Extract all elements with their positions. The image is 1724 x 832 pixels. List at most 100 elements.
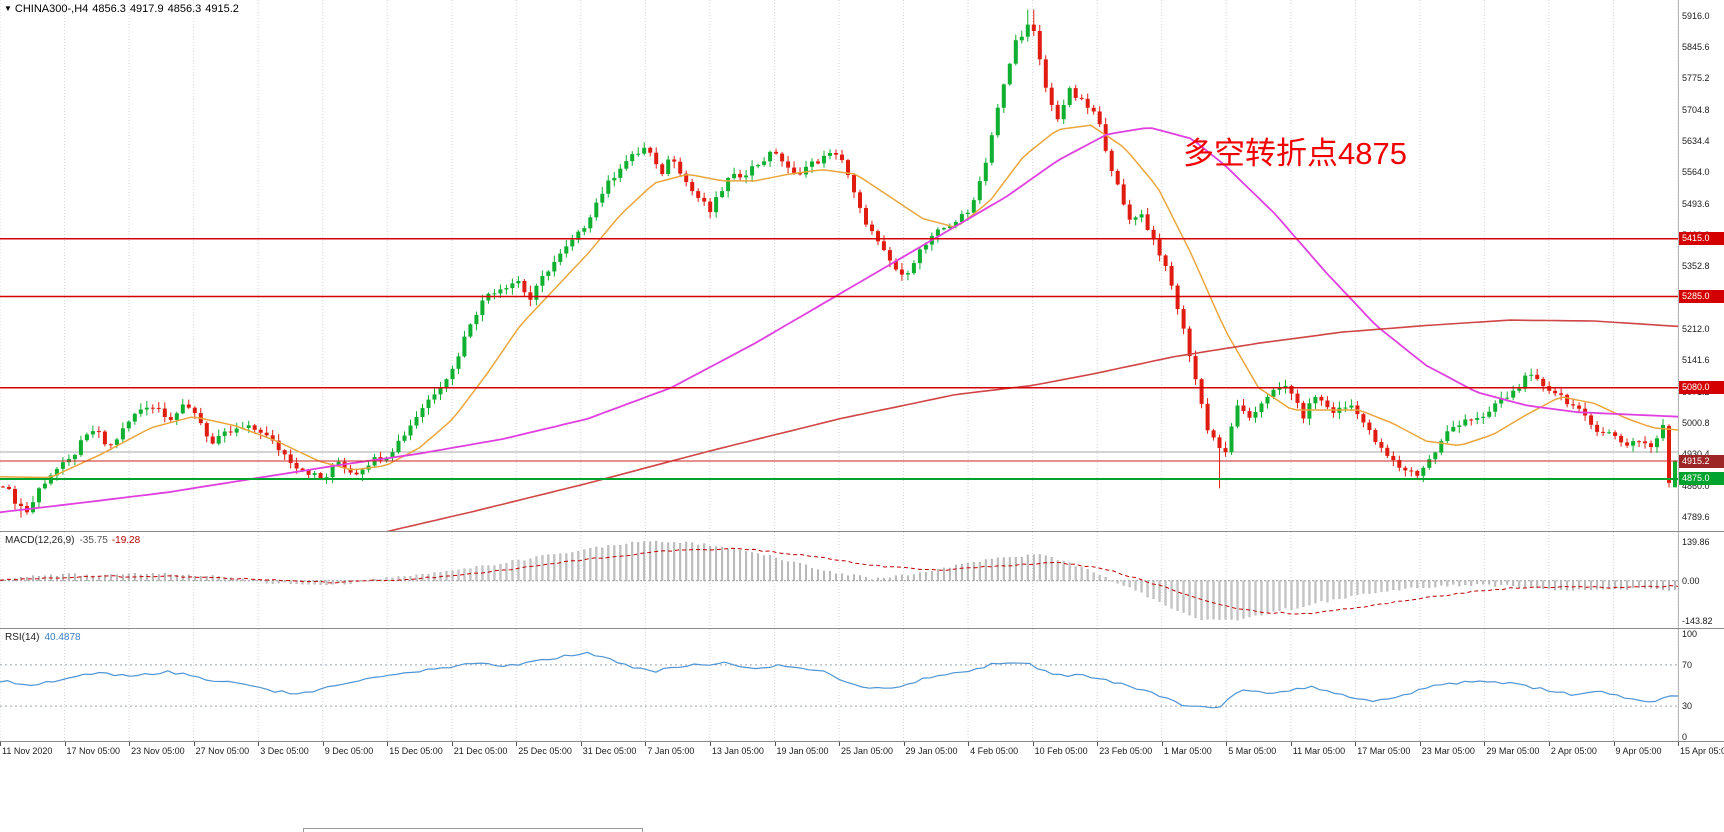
price-tick: 4860.0 [1682,480,1710,491]
price-tick: 5212.0 [1682,324,1710,334]
time-tick-mark [258,742,260,746]
time-tick-mark [1548,742,1550,746]
ohlc-high: 4917.9 [129,3,164,15]
time-label: 23 Nov 05:00 [131,746,185,756]
time-label: 29 Mar 05:00 [1486,746,1540,756]
time-label: 3 Dec 05:00 [260,746,309,756]
rsi-tick: 70 [1682,659,1693,670]
time-tick-mark [580,742,582,746]
time-tick-mark [64,742,66,746]
time-tick-mark [839,742,840,746]
panel-separator-rsi-timeaxis [0,741,1724,742]
rsi-tick: 100 [1682,629,1698,639]
time-label: 7 Jan 05:00 [647,746,695,756]
time-tick-mark [451,742,453,746]
time-tick-mark [1032,742,1034,746]
price-tick: 5564.0 [1682,167,1710,178]
window-edge-artifact [303,828,643,832]
symbol-ohlc-header: ▼ CHINA300-,H4 4856.3 4917.9 4856.3 4915.2 [4,3,243,15]
macd-signal-line [0,547,1678,615]
bottom-strip [0,764,1724,832]
ohlc-open: 4856.3 [92,3,126,15]
price-tick: 4789.6 [1682,511,1710,522]
time-label: 15 Dec 05:00 [389,746,443,756]
time-label: 9 Dec 05:00 [324,746,374,756]
rsi-indicator-canvas[interactable] [0,629,1678,741]
time-tick-mark [1419,742,1421,746]
grid-lines [0,629,1678,741]
symbol-dropdown-icon[interactable]: ▼ [4,4,12,13]
price-tick: 4930.4 [1682,449,1710,459]
time-label: 21 Dec 05:00 [453,746,508,756]
macd-tick: 0.00 [1682,575,1700,586]
time-label: 5 Mar 05:00 [1228,746,1277,756]
macd-indicator-canvas[interactable] [0,532,1678,628]
panel-separator-main-macd [0,531,1724,532]
macd-panel-label: MACD(12,26,9) -35.75 -19.28 [5,535,140,546]
rsi-tick: 0 [1682,732,1688,742]
time-label: 25 Dec 05:00 [518,746,572,756]
time-label: 17 Nov 05:00 [66,746,121,756]
time-tick-mark [774,742,776,746]
time-tick-mark [1161,742,1163,746]
ma-mid-magenta [0,127,1678,514]
time-tick-mark [1226,742,1228,746]
rsi-line [0,651,1678,709]
price-tick: 5000.8 [1682,417,1710,428]
price-tick: 5775.2 [1682,73,1710,84]
macd-name: MACD(12,26,9) [5,535,75,546]
time-tick-mark [516,742,518,746]
time-label: 10 Feb 05:00 [1034,746,1088,756]
rsi-panel-label: RSI(14) 40.4878 [5,632,81,643]
price-badge-4875.0: 4875.0 [1679,472,1724,486]
time-label: 2 Apr 05:00 [1550,746,1597,756]
time-label: 29 Jan 05:00 [905,746,958,756]
price-tick: 5141.6 [1682,355,1710,366]
ohlc-close: 4915.2 [205,3,239,15]
time-label: 1 Mar 05:00 [1163,746,1212,756]
time-label: 23 Mar 05:00 [1421,746,1475,756]
time-label: 25 Jan 05:00 [841,746,894,756]
time-label: 15 Apr 05:00 [1680,746,1724,756]
macd-histogram [2,541,1676,621]
time-tick-mark [1355,742,1357,746]
time-axis[interactable]: 11 Nov 2020 17 Nov 05:00 23 Nov 05:00 27 No… [0,742,1724,764]
grid-lines [0,0,1678,531]
macd-main-value: -35.75 [79,535,108,546]
time-tick-mark [1290,742,1292,746]
rsi-tick: 30 [1682,701,1693,712]
macd-tick: 139.86 [1682,537,1710,548]
time-tick-mark [709,742,711,746]
time-tick-mark [1678,742,1679,746]
time-label: 11 Nov 2020 [2,746,53,756]
time-label: 19 Jan 05:00 [776,746,829,756]
time-label: 31 Dec 05:00 [582,746,637,756]
time-tick-mark [1613,742,1615,746]
price-tick: 5916.0 [1682,10,1710,21]
candlestick-chart-canvas[interactable] [0,0,1678,531]
time-tick-mark [129,742,131,746]
price-badge-5080.0: 5080.0 [1679,381,1724,395]
time-tick-mark [1097,742,1099,746]
axis-separator [1678,0,1679,741]
macd-tick: -143.82 [1682,615,1713,626]
time-label: 9 Apr 05:00 [1615,746,1662,756]
macd-signal-value: -19.28 [111,535,141,546]
time-tick-mark [387,742,389,746]
ohlc-low: 4856.3 [167,3,202,15]
time-tick-mark [645,742,647,746]
time-label: 17 Mar 05:00 [1357,746,1411,756]
price-tick: 5352.8 [1682,261,1710,272]
price-tick: 5845.6 [1682,42,1710,53]
time-label: 27 Nov 05:00 [195,746,250,756]
time-tick-mark [903,742,905,746]
ma-fast-orange [0,124,1678,479]
time-label: 13 Jan 05:00 [711,746,764,756]
price-tick: 5634.4 [1682,136,1710,147]
rsi-value: 40.4878 [44,632,81,643]
time-tick-mark [322,742,324,746]
time-label: 11 Mar 05:00 [1292,746,1346,756]
price-tick: 5493.6 [1682,198,1710,209]
price-badge-5415.0: 5415.0 [1679,232,1724,246]
